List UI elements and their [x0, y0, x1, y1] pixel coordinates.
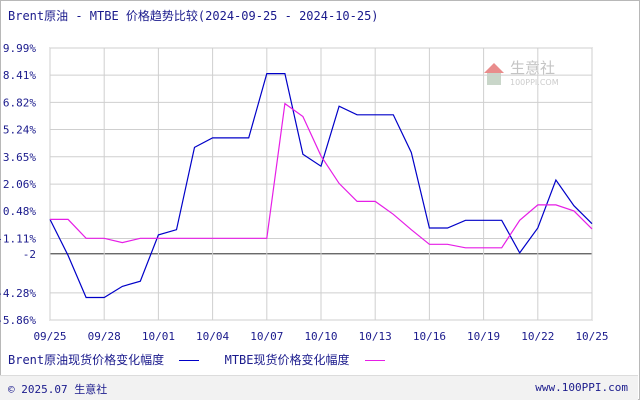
y-tick-label: 3.65% — [3, 151, 36, 164]
y-tick-label: 0.48% — [3, 205, 36, 218]
x-tick-label: 10/22 — [521, 330, 554, 343]
y-tick-label: -1.11% — [0, 232, 36, 245]
y-tick-label: -5.86% — [0, 314, 36, 327]
chart-title: Brent原油 - MTBE 价格趋势比较(2024-09-25 - 2024-… — [8, 9, 379, 23]
watermark-url: 100PPI.COM — [510, 78, 559, 87]
footer-site-link[interactable]: www.100PPI.com — [535, 381, 628, 394]
legend-item-mtbe: MTBE现货价格变化幅度 — [225, 351, 385, 368]
x-tick-label: 09/28 — [88, 330, 121, 343]
legend-item-brent: Brent原油现货价格变化幅度 — [8, 351, 200, 368]
y-tick-label: 9.99% — [3, 42, 36, 55]
x-tick-label: 10/13 — [359, 330, 392, 343]
y-tick-label: -2 — [23, 248, 36, 261]
legend-swatch-brent — [179, 360, 200, 361]
y-tick-label: 2.06% — [3, 178, 36, 191]
x-tick-label: 10/25 — [575, 330, 608, 343]
x-tick-label: 10/10 — [304, 330, 337, 343]
footer-bar: © 2025.07 生意社 www.100PPI.com — [0, 375, 638, 400]
footer-copyright: © 2025.07 生意社 — [8, 383, 108, 396]
series-line-mtbe — [50, 102, 593, 249]
watermark-name: 生意社 — [510, 59, 555, 77]
series-line-brent — [49, 72, 593, 299]
x-tick-label: 10/04 — [196, 330, 229, 343]
legend-label-brent: Brent原油现货价格变化幅度 — [8, 353, 165, 367]
x-tick-label: 10/07 — [250, 330, 283, 343]
y-tick-label: 8.41% — [3, 69, 36, 82]
legend-swatch-mtbe — [364, 360, 385, 361]
y-tick-label: 5.24% — [3, 124, 36, 137]
watermark-roof-icon — [484, 63, 504, 73]
watermark-logo: 生意社 100PPI.COM — [484, 59, 559, 87]
y-tick-label: -4.28% — [0, 287, 36, 300]
legend: Brent原油现货价格变化幅度 MTBE现货价格变化幅度 — [8, 351, 403, 368]
x-tick-label: 10/16 — [413, 330, 446, 343]
x-tick-label: 10/01 — [142, 330, 175, 343]
x-tick-label: 09/25 — [33, 330, 66, 343]
x-tick-label: 10/19 — [467, 330, 500, 343]
y-tick-label: 6.82% — [3, 96, 36, 109]
legend-label-mtbe: MTBE现货价格变化幅度 — [224, 353, 350, 367]
watermark-house-icon — [487, 73, 501, 85]
